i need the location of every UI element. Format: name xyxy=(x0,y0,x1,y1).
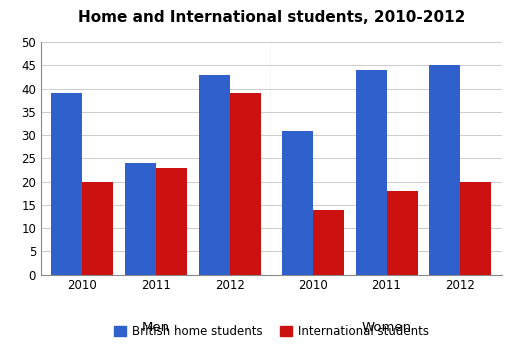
Bar xyxy=(460,182,492,275)
Bar xyxy=(282,131,313,275)
Bar xyxy=(387,191,417,275)
Text: Men: Men xyxy=(142,321,170,334)
Bar xyxy=(156,168,187,275)
Bar xyxy=(51,93,82,275)
Bar xyxy=(82,182,113,275)
Bar xyxy=(230,93,261,275)
Text: Home and International students, 2010-2012: Home and International students, 2010-20… xyxy=(78,10,465,25)
Text: Women: Women xyxy=(361,321,412,334)
Bar xyxy=(356,70,387,275)
Bar xyxy=(125,163,156,275)
Legend: British home students, International students: British home students, International stu… xyxy=(109,320,434,342)
Bar xyxy=(199,75,230,275)
Bar xyxy=(313,209,344,275)
Bar xyxy=(430,65,460,275)
